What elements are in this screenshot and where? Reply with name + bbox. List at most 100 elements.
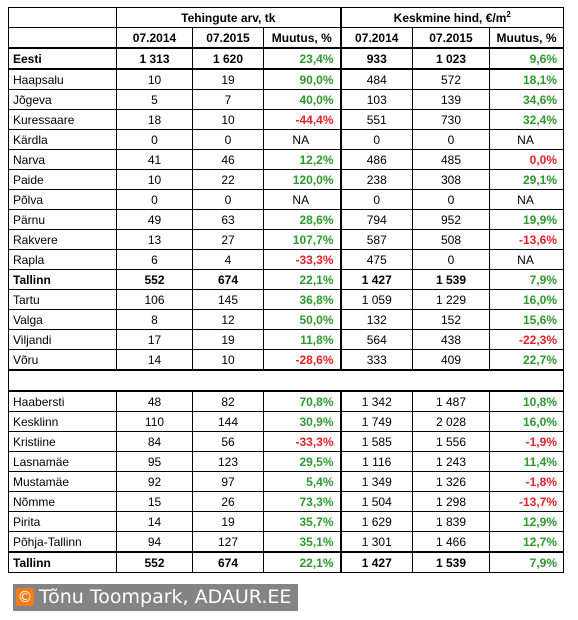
price-change: 19,9% [489, 209, 564, 230]
count-2014: 17 [116, 329, 193, 350]
count-change: 23,4% [263, 47, 342, 70]
price-change: 32,4% [489, 109, 564, 130]
count-change: 35,7% [263, 511, 342, 532]
price-2015: 1 839 [412, 511, 490, 532]
count-2014: 14 [116, 511, 193, 532]
price-2014: 1 427 [340, 269, 413, 290]
price-2014: 1 427 [340, 551, 413, 573]
row-name: Viljandi [8, 329, 117, 350]
header-corner [8, 7, 117, 28]
price-change: NA [489, 189, 564, 210]
price-change: -1,9% [489, 431, 564, 452]
count-change: 30,9% [263, 411, 342, 432]
count-2015: 12 [192, 309, 264, 330]
count-2014: 94 [116, 531, 193, 553]
count-2014: 5 [116, 89, 193, 110]
count-change: 11,8% [263, 329, 342, 350]
row-name: Valga [8, 309, 117, 330]
count-2015: 82 [192, 390, 264, 412]
col-price-2015: 07.2015 [412, 27, 490, 49]
row-name: Rakvere [8, 229, 117, 250]
price-2015: 1 229 [412, 289, 490, 310]
price-2014: 564 [340, 329, 413, 350]
price-2015: 1 539 [412, 551, 490, 573]
count-change: 50,0% [263, 309, 342, 330]
price-2014: 103 [340, 89, 413, 110]
count-2015: 144 [192, 411, 264, 432]
row-name: Pirita [8, 511, 117, 532]
count-2015: 22 [192, 169, 264, 190]
table-row: Haabersti 48 82 70,8% 1 342 1 487 10,8% [8, 390, 564, 412]
price-2015: 572 [412, 68, 490, 90]
price-2014: 475 [340, 249, 413, 270]
count-change: 70,8% [263, 390, 342, 412]
count-2014: 8 [116, 309, 193, 330]
table-row: Haapsalu 10 19 90,0% 484 572 18,1% [8, 68, 564, 90]
count-2015: 10 [192, 349, 264, 371]
row-name: Tallinn [8, 269, 117, 290]
price-2015: 0 [412, 129, 490, 150]
header-corner-2 [8, 27, 117, 49]
col-count-2014: 07.2014 [116, 27, 193, 49]
copyright-icon: © [16, 588, 34, 606]
table-row: Tallinn 552 674 22,1% 1 427 1 539 7,9% [8, 551, 564, 573]
price-2014: 1 116 [340, 451, 413, 472]
count-change: 36,8% [263, 289, 342, 310]
count-2015: 674 [192, 551, 264, 573]
price-change: 15,6% [489, 309, 564, 330]
count-2014: 6 [116, 249, 193, 270]
price-change: 0,0% [489, 149, 564, 170]
table-row: Eesti 1 313 1 620 23,4% 933 1 023 9,6% [8, 47, 564, 70]
price-2015: 1 298 [412, 491, 490, 512]
header-transactions: Tehingute arv, tk [116, 7, 342, 28]
count-change: 12,2% [263, 149, 342, 170]
price-2015: 1 466 [412, 531, 490, 553]
count-change: 120,0% [263, 169, 342, 190]
count-2015: 97 [192, 471, 264, 492]
spacer-cell [8, 369, 564, 392]
price-2015: 409 [412, 349, 490, 371]
table-row: Mustamäe 92 97 5,4% 1 349 1 326 -1,8% [8, 471, 564, 492]
table-row: Nõmme 15 26 73,3% 1 504 1 298 -13,7% [8, 491, 564, 512]
count-2015: 19 [192, 329, 264, 350]
header-avg-price-sup: 2 [506, 9, 511, 19]
price-2014: 1 585 [340, 431, 413, 452]
price-2014: 933 [340, 47, 413, 70]
row-name: Pärnu [8, 209, 117, 230]
price-2015: 952 [412, 209, 490, 230]
count-2015: 26 [192, 491, 264, 512]
row-name: Eesti [8, 47, 117, 70]
price-2014: 1 749 [340, 411, 413, 432]
price-2014: 794 [340, 209, 413, 230]
price-2015: 438 [412, 329, 490, 350]
price-2014: 1 059 [340, 289, 413, 310]
row-name: Põhja-Tallinn [8, 531, 117, 553]
table-row: Võru 14 10 -28,6% 333 409 22,7% [8, 349, 564, 371]
row-name: Kärdla [8, 129, 117, 150]
count-2015: 19 [192, 68, 264, 90]
price-change: 12,7% [489, 531, 564, 553]
price-2014: 238 [340, 169, 413, 190]
table-row: Tartu 106 145 36,8% 1 059 1 229 16,0% [8, 289, 564, 310]
price-change: 7,9% [489, 551, 564, 573]
price-2015: 152 [412, 309, 490, 330]
row-name: Tartu [8, 289, 117, 310]
price-2014: 0 [340, 189, 413, 210]
table-row: Viljandi 17 19 11,8% 564 438 -22,3% [8, 329, 564, 350]
count-change: 107,7% [263, 229, 342, 250]
price-change: 7,9% [489, 269, 564, 290]
count-2014: 49 [116, 209, 193, 230]
price-2014: 587 [340, 229, 413, 250]
count-2015: 7 [192, 89, 264, 110]
col-price-change: Muutus, % [489, 27, 564, 49]
count-2014: 15 [116, 491, 193, 512]
price-2014: 551 [340, 109, 413, 130]
price-2014: 1 504 [340, 491, 413, 512]
table-row: Põlva 0 0 NA 0 0 NA [8, 189, 564, 210]
row-name: Paide [8, 169, 117, 190]
count-2014: 0 [116, 129, 193, 150]
count-2015: 674 [192, 269, 264, 290]
count-2015: 56 [192, 431, 264, 452]
row-name: Nõmme [8, 491, 117, 512]
price-2015: 2 028 [412, 411, 490, 432]
